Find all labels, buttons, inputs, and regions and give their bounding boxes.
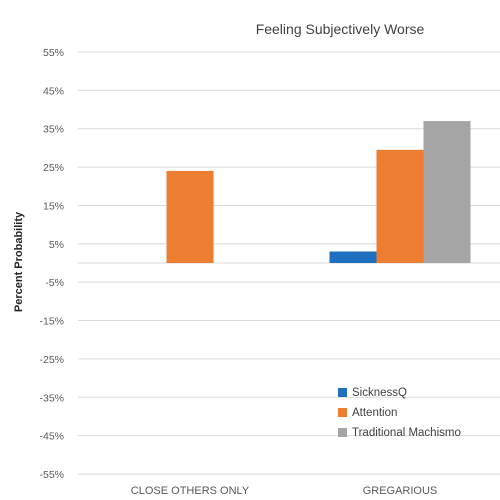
- y-tick-label: -35%: [39, 392, 64, 404]
- chart-title: Feeling Subjectively Worse: [256, 21, 425, 37]
- y-tick-label: -45%: [39, 431, 64, 443]
- x-tick-label: GREGARIOUS: [363, 485, 438, 497]
- bar-traditional-machismo: [423, 121, 471, 264]
- y-tick-label: -25%: [39, 354, 64, 366]
- legend-swatch: [338, 388, 347, 397]
- x-tick-label: CLOSE OTHERS ONLY: [131, 485, 250, 497]
- y-tick-label: 35%: [43, 124, 64, 136]
- bar-sicknessq: [329, 251, 377, 263]
- y-tick-label: 45%: [43, 85, 64, 97]
- x-tick-labels: CLOSE OTHERS ONLY GREGARIOUS: [131, 485, 437, 497]
- legend-swatch: [338, 428, 347, 437]
- legend-label: Attention: [352, 407, 397, 419]
- legend-swatch: [338, 408, 347, 417]
- y-tick-labels: 55% 45% 35% 25% 15% 5% -5% -15% -25% -35% -45% -55%: [39, 47, 64, 481]
- y-tick-label: 5%: [49, 239, 64, 251]
- y-tick-label: -55%: [39, 469, 64, 481]
- y-tick-label: -15%: [39, 316, 64, 328]
- legend-label: Traditional Machismo: [352, 427, 461, 439]
- bars: [166, 121, 471, 264]
- y-axis-label: Percent Probability: [13, 211, 25, 312]
- y-tick-label: 55%: [43, 47, 64, 59]
- bar-attention: [376, 149, 424, 263]
- legend-label: SicknessQ: [352, 387, 407, 399]
- y-tick-label: -5%: [45, 277, 64, 289]
- bar-attention: [166, 170, 214, 263]
- y-tick-label: 15%: [43, 200, 64, 212]
- legend: SicknessQ Attention Traditional Machismo: [338, 387, 461, 439]
- y-tick-label: 25%: [43, 162, 64, 174]
